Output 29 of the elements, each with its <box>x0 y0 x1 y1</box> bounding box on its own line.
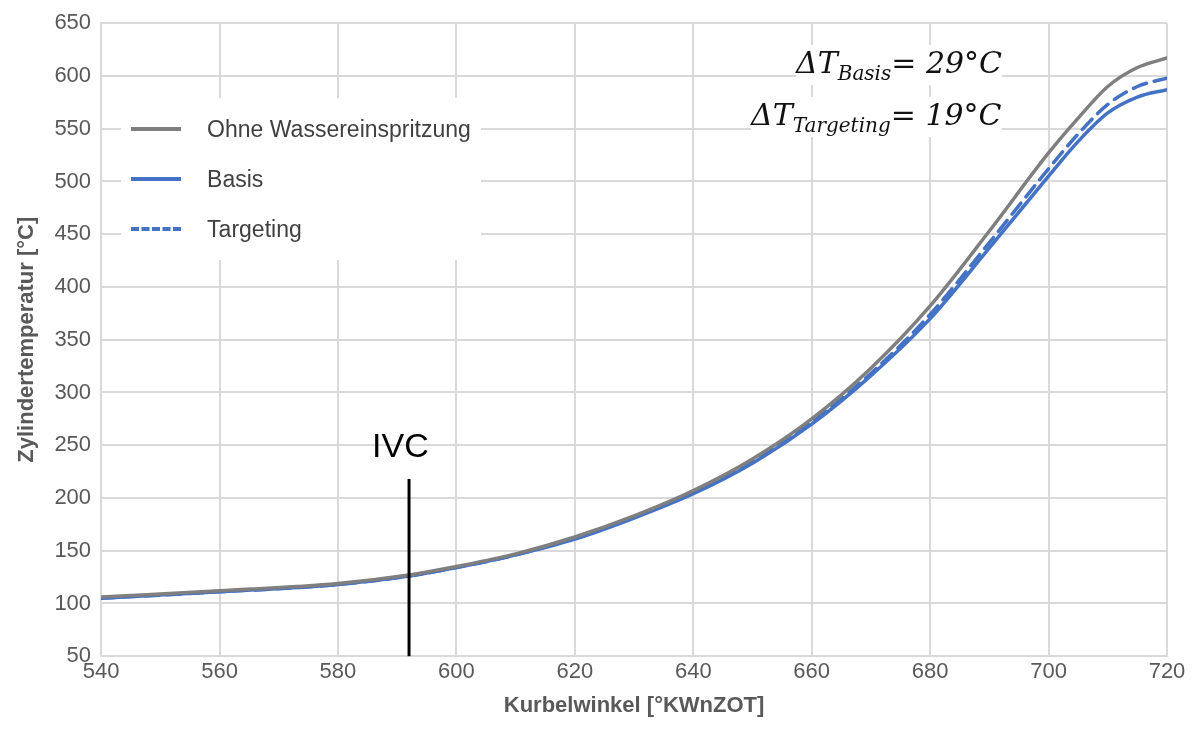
y-tick-label: 300 <box>54 378 92 404</box>
x-tick-label: 620 <box>556 658 594 684</box>
annotation: ΔT$_{Basis}$= 29°C <box>796 45 1003 86</box>
y-axis-title: Zylindertemperatur [°C] <box>13 216 39 463</box>
legend-label: Ohne Wassereinspritzung <box>207 115 471 143</box>
y-tick-label: 450 <box>54 220 92 246</box>
annotation: ΔT$_{Targeting}$= 19°C <box>751 97 1002 138</box>
y-tick-label: 200 <box>54 484 92 510</box>
x-tick-label: 560 <box>201 658 238 684</box>
x-tick-label: 720 <box>1148 658 1186 684</box>
legend-label: Targeting <box>207 215 302 243</box>
y-tick-label: 150 <box>54 536 92 562</box>
y-tick-label: 650 <box>54 9 92 35</box>
x-tick-label: 600 <box>438 658 475 684</box>
y-tick-label: 100 <box>54 589 92 615</box>
x-axis-title: Kurbelwinkel [°KWnZOT] <box>503 691 765 717</box>
x-tick-label: 680 <box>911 658 949 684</box>
x-tick-label: 580 <box>319 658 357 684</box>
x-tick-label: 660 <box>793 658 831 684</box>
x-tick-label: 700 <box>1030 658 1067 684</box>
y-tick-label: 400 <box>54 273 92 299</box>
y-tick-label: 500 <box>54 167 92 193</box>
x-tick-label: 640 <box>674 658 712 684</box>
ref-line-label: IVC <box>372 425 429 465</box>
y-tick-label: 250 <box>54 431 92 457</box>
y-tick-label: 550 <box>54 114 92 140</box>
y-tick-label: 350 <box>54 325 92 351</box>
legend-label: Basis <box>207 165 264 193</box>
y-tick-label: 600 <box>54 62 92 88</box>
